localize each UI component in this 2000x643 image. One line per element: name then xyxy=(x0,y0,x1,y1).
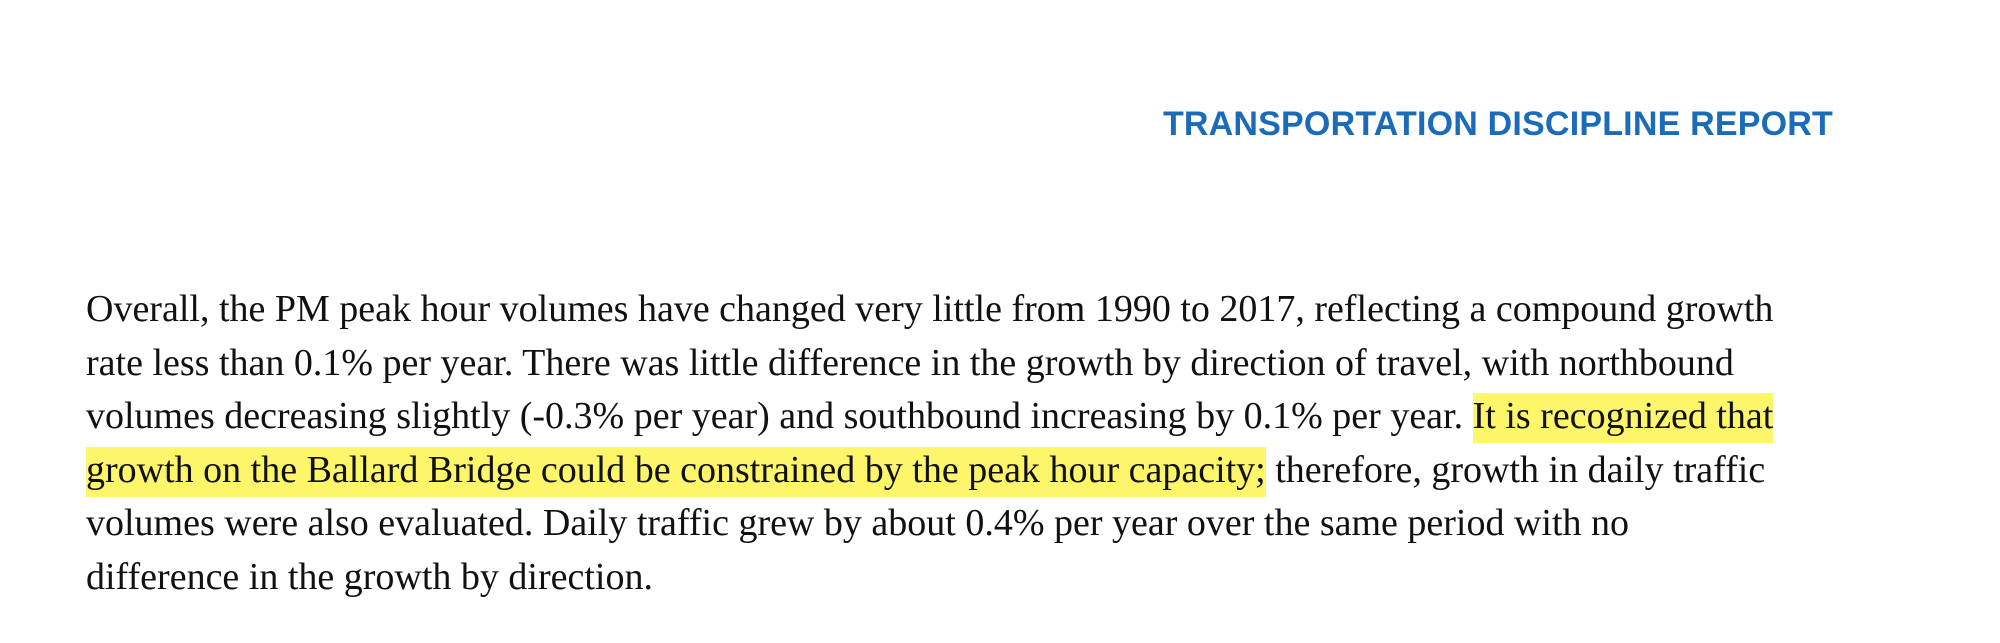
body-paragraph: Overall, the PM peak hour volumes have c… xyxy=(86,283,1846,604)
highlighted-text-start: It is recognized that xyxy=(1472,393,1774,443)
paragraph-line-4: growth on the Ballard Bridge could be co… xyxy=(86,444,1846,498)
highlighted-text-end: growth on the Ballard Bridge could be co… xyxy=(86,446,1266,497)
paragraph-line-2: rate less than 0.1% per year. There was … xyxy=(86,341,1734,384)
paragraph-line-6: difference in the growth by direction. xyxy=(86,555,653,598)
paragraph-line-4-text: therefore, growth in daily traffic xyxy=(1265,448,1766,491)
report-header-title: TRANSPORTATION DISCIPLINE REPORT xyxy=(1162,105,1833,143)
paragraph-line-5: volumes were also evaluated. Daily traff… xyxy=(86,502,1630,544)
paragraph-line-3: volumes decreasing slightly (-0.3% per y… xyxy=(86,390,1846,444)
paragraph-line-3-text: volumes decreasing slightly (-0.3% per y… xyxy=(86,395,1473,437)
paragraph-line-1: Overall, the PM peak hour volumes have c… xyxy=(86,288,1774,330)
